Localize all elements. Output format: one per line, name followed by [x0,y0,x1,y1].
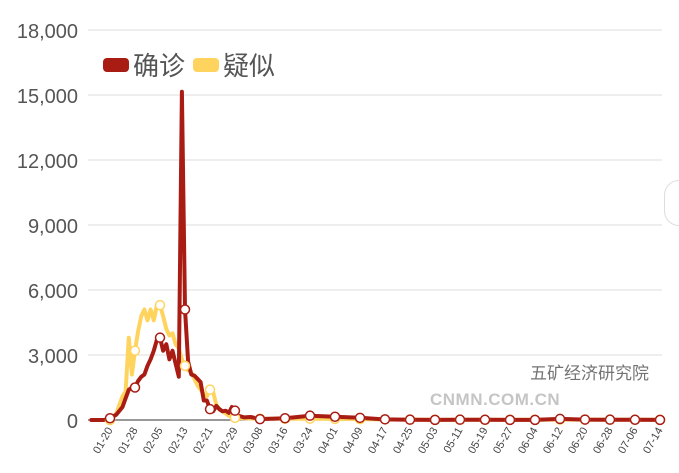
legend-label-suspected: 疑似 [223,52,276,82]
x-tick-label: 03-16 [266,426,290,456]
x-tick-label: 02-13 [166,426,190,456]
data-point-confirmed [279,413,291,424]
data-point-confirmed [479,414,491,426]
y-tick-label: 6,000 [28,281,78,303]
y-tick-label: 0 [67,411,78,433]
data-point-confirmed [504,414,516,426]
x-tick-label: 04-01 [316,426,340,456]
x-tick-label: 06-20 [566,426,590,456]
data-point-confirmed [629,414,641,426]
y-tick-label: 15,000 [17,86,78,108]
x-tick-label: 03-08 [241,426,265,456]
data-point-suspected [154,299,166,311]
side-scroll-button[interactable] [664,180,679,226]
legend-swatch-confirmed [103,57,129,72]
data-point-confirmed [329,411,341,422]
x-tick-label: 04-09 [341,426,365,456]
data-point-suspected [129,345,141,356]
x-tick-label: 04-25 [391,426,415,456]
x-tick-label: 02-29 [216,426,240,456]
legend-item-suspected[interactable]: 疑似 [193,46,275,83]
legend-item-confirmed[interactable]: 确诊 [103,46,185,83]
x-tick-label: 02-05 [141,426,165,456]
data-point-confirmed [554,413,566,425]
legend: 确诊 疑似 [103,46,283,83]
data-point-confirmed [254,413,266,425]
data-point-suspected [179,360,191,372]
data-point-confirmed [604,414,616,425]
legend-swatch-suspected [193,57,220,72]
data-point-confirmed [404,414,416,425]
data-point-confirmed [229,405,241,416]
watermark-site: CNMN.COM.CN [430,390,561,409]
y-axis: 0 3,000 6,000 9,000 12,000 15,000 18,000 [17,21,78,433]
data-point-suspected [204,384,216,395]
data-point-confirmed [454,414,466,425]
series-markers [104,299,666,426]
x-tick-label: 01-28 [116,426,140,456]
data-point-confirmed [104,413,116,424]
y-tick-label: 3,000 [28,346,78,368]
x-tick-label: 07-14 [641,426,665,456]
x-tick-label: 06-12 [541,426,565,456]
y-tick-label: 18,000 [17,21,78,43]
data-point-confirmed [379,414,391,425]
y-tick-label: 9,000 [28,216,78,238]
data-point-confirmed [129,382,141,393]
data-point-confirmed [429,414,441,426]
x-tick-label: 04-17 [366,426,390,456]
x-tick-label: 01-20 [91,426,115,456]
data-point-confirmed [204,403,216,415]
x-axis: 01-20 01-28 02-05 02-13 02-21 02-29 03-08 03-16… [91,426,665,456]
x-tick-label: 05-11 [442,426,466,456]
x-tick-label: 07-06 [616,426,640,456]
legend-label-confirmed: 确诊 [133,52,186,82]
x-tick-label: 05-03 [416,426,440,456]
x-tick-label: 05-19 [466,426,490,456]
data-point-confirmed [179,304,191,315]
x-tick-label: 06-28 [591,426,615,456]
data-point-confirmed [579,414,591,425]
y-tick-label: 12,000 [17,151,78,173]
x-tick-label: 06-04 [516,426,540,456]
data-point-confirmed [154,332,166,343]
data-point-confirmed [354,412,366,424]
x-tick-label: 05-27 [491,426,515,456]
data-point-confirmed [529,414,541,426]
x-tick-label: 03-24 [291,426,315,456]
watermark-account: 五矿经济研究院 [530,364,649,384]
data-point-confirmed [304,410,316,421]
data-point-confirmed [654,414,666,426]
x-tick-label: 02-21 [191,426,215,456]
